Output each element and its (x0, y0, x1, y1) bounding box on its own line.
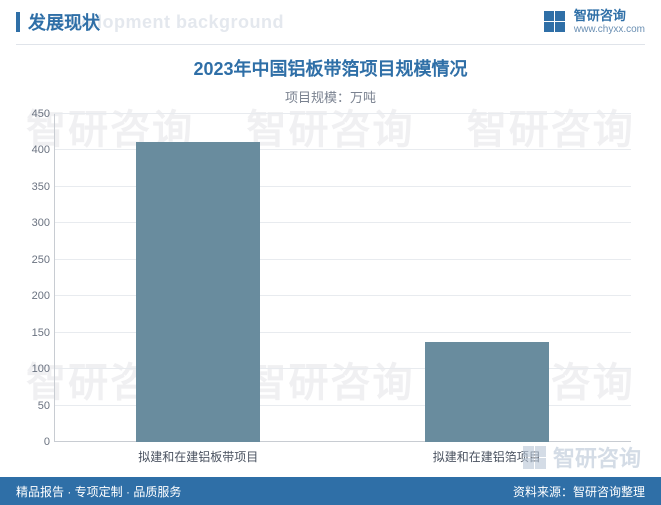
chart-area: 2023年中国铝板带箔项目规模情况 项目规模：万吨 05010015020025… (0, 45, 661, 466)
brand-name: 智研咨询 (574, 9, 645, 23)
bar (425, 342, 549, 442)
chart-subtitle: 项目规模：万吨 (24, 87, 637, 106)
chart-title: 2023年中国铝板带箔项目规模情况 (24, 55, 637, 81)
bar-slot (343, 114, 632, 442)
y-tick: 200 (32, 290, 50, 302)
y-tick: 50 (38, 400, 50, 412)
brand-logo-icon (544, 11, 566, 33)
x-label: 拟建和在建铝板带项目 (54, 442, 343, 466)
footer-left: 精品报告 · 专项定制 · 品质服务 (16, 483, 181, 500)
header-bullet (16, 12, 20, 32)
bar (136, 142, 260, 442)
y-axis: 050100150200250300350400450 (24, 114, 54, 442)
footer: 精品报告 · 专项定制 · 品质服务 资料来源：智研咨询整理 (0, 477, 661, 505)
corner-watermark-icon (523, 445, 547, 469)
chart-plot: 050100150200250300350400450 拟建和在建铝板带项目拟建… (54, 114, 631, 466)
y-tick: 300 (32, 217, 50, 229)
y-tick: 150 (32, 327, 50, 339)
y-tick: 0 (44, 436, 50, 448)
y-tick: 350 (32, 181, 50, 193)
corner-watermark: 智研咨询 (523, 441, 641, 473)
y-tick: 450 (32, 108, 50, 120)
header-title: 发展现状 (28, 9, 100, 35)
y-tick: 250 (32, 254, 50, 266)
y-tick: 400 (32, 144, 50, 156)
bar-slot (54, 114, 343, 442)
y-tick: 100 (32, 363, 50, 375)
brand-url: www.chyxx.com (574, 24, 645, 35)
header: 发展现状 Development background 智研咨询 www.chy… (0, 0, 661, 44)
brand: 智研咨询 www.chyxx.com (544, 9, 645, 34)
bars-container (54, 114, 631, 442)
footer-right: 资料来源：智研咨询整理 (513, 483, 645, 500)
corner-watermark-text: 智研咨询 (553, 441, 641, 473)
